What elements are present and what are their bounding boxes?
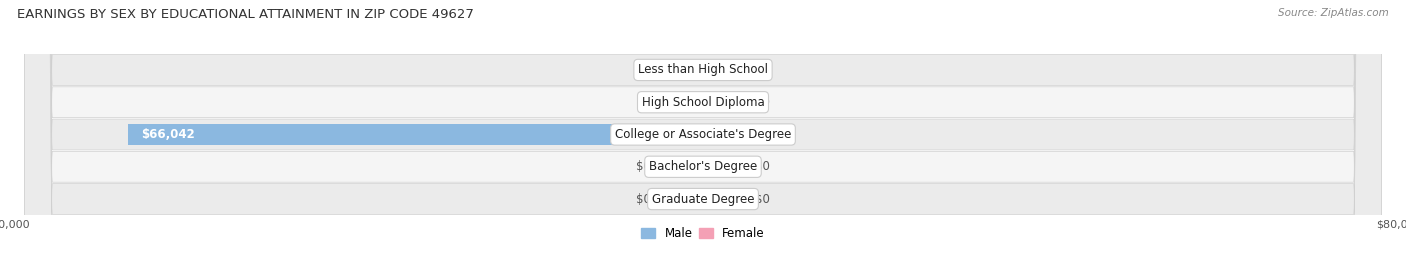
Text: $0: $0 <box>636 63 651 76</box>
Bar <box>661 157 703 177</box>
Bar <box>128 125 703 144</box>
Text: Less than High School: Less than High School <box>638 63 768 76</box>
Bar <box>703 60 745 80</box>
Bar <box>661 189 703 209</box>
Bar <box>703 92 745 112</box>
Text: $0: $0 <box>755 160 770 173</box>
Text: $0: $0 <box>636 96 651 109</box>
Text: $0: $0 <box>755 96 770 109</box>
Text: Bachelor's Degree: Bachelor's Degree <box>650 160 756 173</box>
FancyBboxPatch shape <box>24 0 1382 269</box>
Text: EARNINGS BY SEX BY EDUCATIONAL ATTAINMENT IN ZIP CODE 49627: EARNINGS BY SEX BY EDUCATIONAL ATTAINMEN… <box>17 8 474 21</box>
Text: $66,042: $66,042 <box>142 128 195 141</box>
Bar <box>661 92 703 112</box>
Text: $0: $0 <box>755 63 770 76</box>
Text: $0: $0 <box>636 160 651 173</box>
FancyBboxPatch shape <box>24 0 1382 269</box>
FancyBboxPatch shape <box>24 0 1382 269</box>
Text: Source: ZipAtlas.com: Source: ZipAtlas.com <box>1278 8 1389 18</box>
FancyBboxPatch shape <box>24 0 1382 269</box>
FancyBboxPatch shape <box>24 0 1382 269</box>
Legend: Male, Female: Male, Female <box>637 222 769 245</box>
Bar <box>703 157 745 177</box>
Bar <box>703 125 745 144</box>
Bar <box>661 60 703 80</box>
Text: High School Diploma: High School Diploma <box>641 96 765 109</box>
Text: College or Associate's Degree: College or Associate's Degree <box>614 128 792 141</box>
Text: $0: $0 <box>636 193 651 206</box>
Text: $0: $0 <box>755 193 770 206</box>
Bar <box>703 189 745 209</box>
Text: Graduate Degree: Graduate Degree <box>652 193 754 206</box>
Text: $0: $0 <box>755 128 770 141</box>
